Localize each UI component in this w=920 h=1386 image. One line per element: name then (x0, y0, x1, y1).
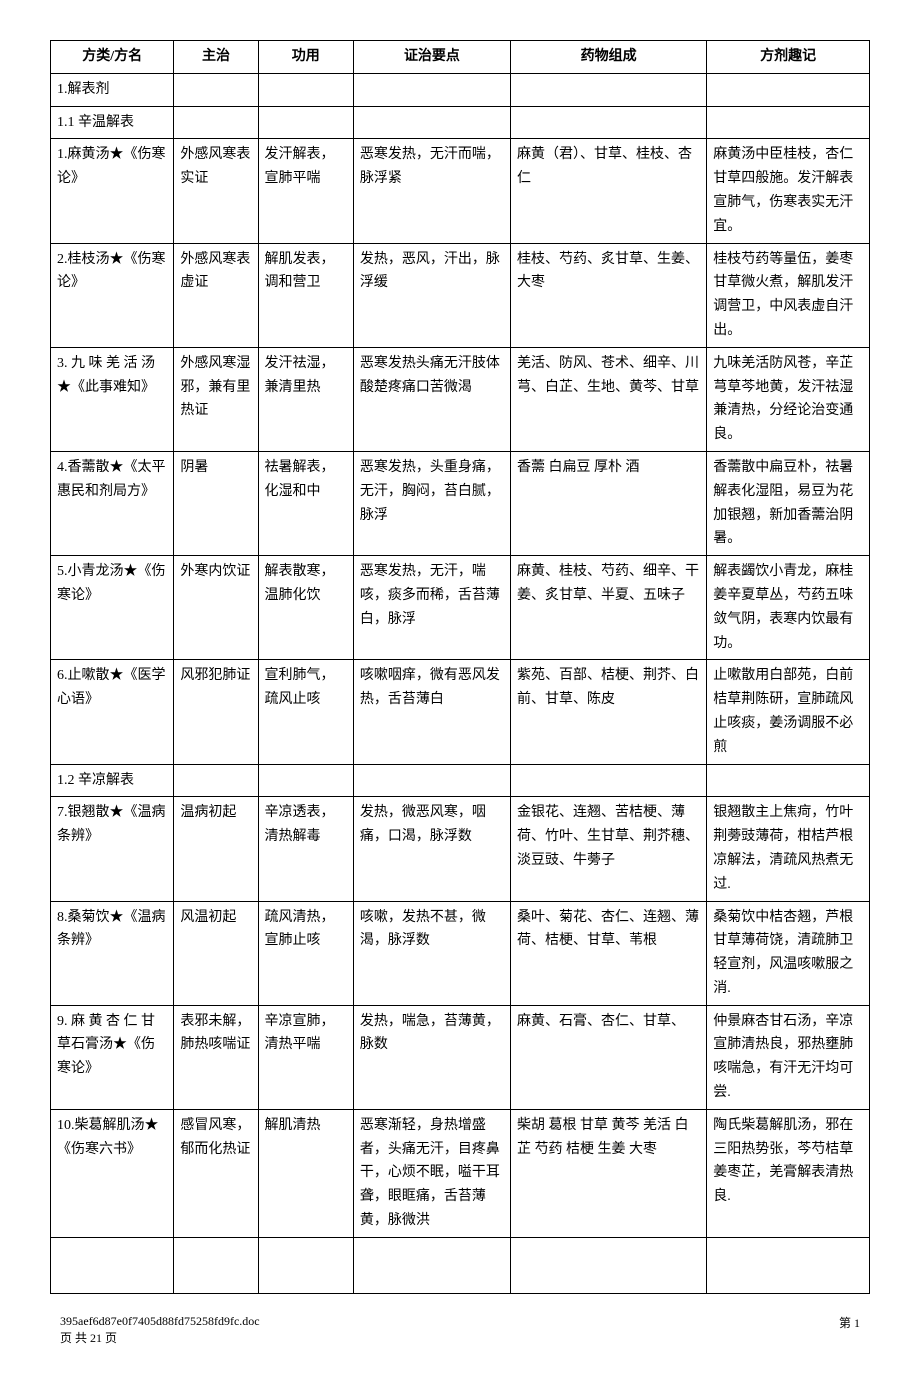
cell-zhuzhi: 风温初起 (174, 901, 258, 1005)
cell-fanglei: 9. 麻 黄 杏 仁 甘草石膏汤★《伤寒论》 (51, 1005, 174, 1109)
footer-page-number: 第 1 (839, 1314, 860, 1331)
cell-yaowu: 麻黄、桂枝、芍药、细辛、干姜、炙甘草、半夏、五味子 (510, 556, 706, 660)
section-label: 1.1 辛温解表 (51, 106, 174, 139)
cell-gongyong: 宣利肺气，疏风止咳 (258, 660, 353, 764)
cell-zhengzhi: 恶寒渐轻，身热增盛者，头痛无汗，目疼鼻干，心烦不眠，嗌干耳聋，眼眶痛，舌苔薄黄，… (353, 1109, 510, 1237)
cell-yaowu: 麻黄（君）、甘草、桂枝、杏仁 (510, 139, 706, 243)
section-row: 1.1 辛温解表 (51, 106, 870, 139)
cell-zhengzhi: 恶寒发热，无汗，喘咳，痰多而稀，舌苔薄白，脉浮 (353, 556, 510, 660)
cell-gongyong: 祛暑解表，化湿和中 (258, 451, 353, 555)
cell-quji: 银翘散主上焦疴，竹叶荆蒡豉薄荷，柑桔芦根凉解法，清疏风热煮无过. (707, 797, 870, 901)
footer-left: 395aef6d87e0f7405d88fd75258fd9fc.doc 页 共… (60, 1314, 260, 1346)
table-row: 2.桂枝汤★《伤寒论》 外感风寒表虚证 解肌发表，调和营卫 发热，恶风，汗出，脉… (51, 243, 870, 347)
cell-quji: 止嗽散用白部苑，白前桔草荆陈研，宣肺疏风止咳痰，姜汤调服不必煎 (707, 660, 870, 764)
header-gongyong: 功用 (258, 41, 353, 74)
section-label: 1.解表剂 (51, 73, 174, 106)
footer-right: 第 1 (839, 1314, 860, 1346)
cell-zhuzhi: 外感风寒表虚证 (174, 243, 258, 347)
cell-gongyong: 解表散寒，温肺化饮 (258, 556, 353, 660)
cell-zhuzhi: 外感风寒表实证 (174, 139, 258, 243)
table-row: 10.柴葛解肌汤★《伤寒六书》 感冒风寒，郁而化热证 解肌清热 恶寒渐轻，身热增… (51, 1109, 870, 1237)
cell-quji: 桑菊饮中桔杏翘，芦根甘草薄荷饶，清疏肺卫轻宣剂，风温咳嗽服之消. (707, 901, 870, 1005)
cell-zhengzhi: 恶寒发热，无汗而喘，脉浮紧 (353, 139, 510, 243)
cell-zhengzhi: 恶寒发热头痛无汗肢体酸楚疼痛口苦微渴 (353, 347, 510, 451)
cell-gongyong: 发汗祛湿，兼清里热 (258, 347, 353, 451)
cell-quji: 九味羌活防风苍，辛芷芎草芩地黄，发汗祛湿兼清热，分经论治变通良。 (707, 347, 870, 451)
cell-gongyong: 解肌清热 (258, 1109, 353, 1237)
header-yaowu: 药物组成 (510, 41, 706, 74)
cell-zhengzhi: 发热，微恶风寒，咽痛，口渴，脉浮数 (353, 797, 510, 901)
cell-yaowu: 柴胡 葛根 甘草 黄芩 羌活 白芷 芍药 桔梗 生姜 大枣 (510, 1109, 706, 1237)
table-row: 4.香薷散★《太平惠民和剂局方》 阴暑 祛暑解表，化湿和中 恶寒发热，头重身痛，… (51, 451, 870, 555)
cell-yaowu: 羌活、防风、苍术、细辛、川芎、白芷、生地、黄芩、甘草 (510, 347, 706, 451)
page-footer: 395aef6d87e0f7405d88fd75258fd9fc.doc 页 共… (50, 1314, 870, 1346)
footer-page-info: 页 共 21 页 (60, 1329, 260, 1346)
cell-gongyong: 辛凉透表，清热解毒 (258, 797, 353, 901)
cell-gongyong: 解肌发表，调和营卫 (258, 243, 353, 347)
cell-quji: 桂枝芍药等量伍，姜枣甘草微火煮，解肌发汗调营卫，中风表虚自汗出。 (707, 243, 870, 347)
header-fanglei: 方类/方名 (51, 41, 174, 74)
cell-quji: 仲景麻杏甘石汤，辛凉宣肺清热良，邪热壅肺咳喘急，有汗无汗均可尝. (707, 1005, 870, 1109)
cell-fanglei: 3. 九 味 羌 活 汤★《此事难知》 (51, 347, 174, 451)
cell-fanglei: 5.小青龙汤★《伤寒论》 (51, 556, 174, 660)
section-row: 1.解表剂 (51, 73, 870, 106)
header-zhuzhi: 主治 (174, 41, 258, 74)
cell-fanglei: 1.麻黄汤★《伤寒论》 (51, 139, 174, 243)
cell-zhuzhi: 阴暑 (174, 451, 258, 555)
table-row: 1.麻黄汤★《伤寒论》 外感风寒表实证 发汗解表，宣肺平喘 恶寒发热，无汗而喘，… (51, 139, 870, 243)
cell-yaowu: 金银花、连翘、苦桔梗、薄荷、竹叶、生甘草、荆芥穗、淡豆豉、牛蒡子 (510, 797, 706, 901)
header-zhengzhi: 证治要点 (353, 41, 510, 74)
table-row: 5.小青龙汤★《伤寒论》 外寒内饮证 解表散寒，温肺化饮 恶寒发热，无汗，喘咳，… (51, 556, 870, 660)
table-row: 8.桑菊饮★《温病条辨》 风温初起 疏风清热，宣肺止咳 咳嗽，发热不甚，微渴，脉… (51, 901, 870, 1005)
header-quji: 方剂趣记 (707, 41, 870, 74)
cell-zhuzhi: 感冒风寒，郁而化热证 (174, 1109, 258, 1237)
cell-zhuzhi: 外感风寒湿邪，兼有里热证 (174, 347, 258, 451)
table-row: 9. 麻 黄 杏 仁 甘草石膏汤★《伤寒论》 表邪未解，肺热咳喘证 辛凉宣肺，清… (51, 1005, 870, 1109)
cell-quji: 香薷散中扁豆朴，祛暑解表化湿阻，易豆为花加银翘，新加香薷治阴暑。 (707, 451, 870, 555)
cell-zhuzhi: 温病初起 (174, 797, 258, 901)
cell-fanglei: 8.桑菊饮★《温病条辨》 (51, 901, 174, 1005)
table-header-row: 方类/方名 主治 功用 证治要点 药物组成 方剂趣记 (51, 41, 870, 74)
cell-fanglei: 2.桂枝汤★《伤寒论》 (51, 243, 174, 347)
cell-yaowu: 香薷 白扁豆 厚朴 酒 (510, 451, 706, 555)
cell-fanglei: 7.银翘散★《温病条辨》 (51, 797, 174, 901)
cell-zhengzhi: 恶寒发热，头重身痛，无汗，胸闷，苔白腻，脉浮 (353, 451, 510, 555)
cell-yaowu: 麻黄、石膏、杏仁、甘草、 (510, 1005, 706, 1109)
cell-zhengzhi: 咳嗽咽痒，微有恶风发热，舌苔薄白 (353, 660, 510, 764)
cell-zhuzhi: 风邪犯肺证 (174, 660, 258, 764)
cell-fanglei: 6.止嗽散★《医学心语》 (51, 660, 174, 764)
cell-gongyong: 辛凉宣肺，清热平喘 (258, 1005, 353, 1109)
cell-zhengzhi: 发热，恶风，汗出，脉浮缓 (353, 243, 510, 347)
table-row: 6.止嗽散★《医学心语》 风邪犯肺证 宣利肺气，疏风止咳 咳嗽咽痒，微有恶风发热… (51, 660, 870, 764)
cell-gongyong: 疏风清热，宣肺止咳 (258, 901, 353, 1005)
table-row: 3. 九 味 羌 活 汤★《此事难知》 外感风寒湿邪，兼有里热证 发汗祛湿，兼清… (51, 347, 870, 451)
cell-quji: 解表蠲饮小青龙，麻桂姜辛夏草丛，芍药五味敛气阴，表寒内饮最有功。 (707, 556, 870, 660)
table-row (51, 1237, 870, 1294)
cell-fanglei: 10.柴葛解肌汤★《伤寒六书》 (51, 1109, 174, 1237)
section-row: 1.2 辛凉解表 (51, 764, 870, 797)
section-label: 1.2 辛凉解表 (51, 764, 174, 797)
cell-quji: 陶氏柴葛解肌汤，邪在三阳热势张，芩芍桔草姜枣芷，羌膏解表清热良. (707, 1109, 870, 1237)
cell-yaowu: 桑叶、菊花、杏仁、连翘、薄荷、桔梗、甘草、苇根 (510, 901, 706, 1005)
formula-table: 方类/方名 主治 功用 证治要点 药物组成 方剂趣记 1.解表剂 1.1 辛温解… (50, 40, 870, 1294)
cell-zhuzhi: 表邪未解，肺热咳喘证 (174, 1005, 258, 1109)
footer-filename: 395aef6d87e0f7405d88fd75258fd9fc.doc (60, 1314, 260, 1329)
table-row: 7.银翘散★《温病条辨》 温病初起 辛凉透表，清热解毒 发热，微恶风寒，咽痛，口… (51, 797, 870, 901)
cell-zhengzhi: 咳嗽，发热不甚，微渴，脉浮数 (353, 901, 510, 1005)
cell-fanglei: 4.香薷散★《太平惠民和剂局方》 (51, 451, 174, 555)
cell-gongyong: 发汗解表，宣肺平喘 (258, 139, 353, 243)
cell-zhuzhi: 外寒内饮证 (174, 556, 258, 660)
cell-zhengzhi: 发热，喘急，苔薄黄，脉数 (353, 1005, 510, 1109)
cell-quji: 麻黄汤中臣桂枝，杏仁甘草四般施。发汗解表宣肺气，伤寒表实无汗宜。 (707, 139, 870, 243)
cell-yaowu: 桂枝、芍药、炙甘草、生姜、大枣 (510, 243, 706, 347)
cell-yaowu: 紫苑、百部、桔梗、荆芥、白前、甘草、陈皮 (510, 660, 706, 764)
